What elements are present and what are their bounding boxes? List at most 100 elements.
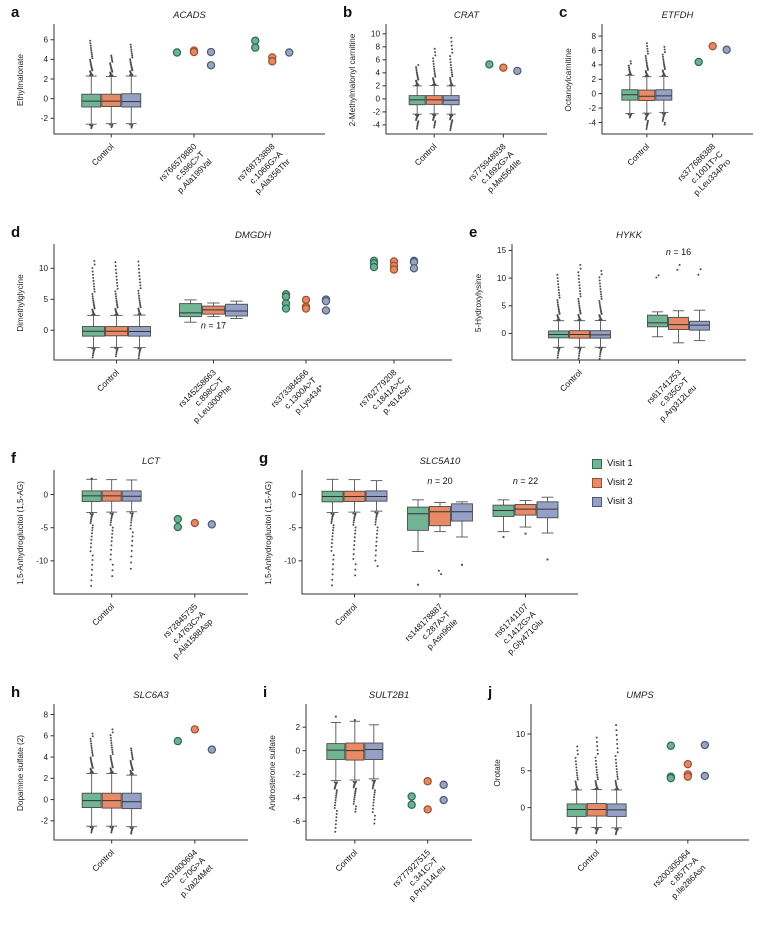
svg-text:10: 10 — [39, 264, 49, 273]
svg-text:i: i — [263, 684, 267, 701]
svg-text:Control: Control — [575, 847, 601, 873]
svg-text:10: 10 — [516, 730, 526, 739]
svg-text:4: 4 — [43, 55, 48, 64]
svg-text:Control: Control — [333, 847, 359, 873]
legend-label-visit2: Visit 2 — [607, 477, 633, 488]
svg-text:2: 2 — [375, 82, 380, 91]
svg-text:ETFDH: ETFDH — [662, 10, 694, 21]
legend-label-visit1: Visit 1 — [607, 458, 633, 469]
svg-text:0: 0 — [295, 746, 300, 755]
svg-text:Androsterone sulfate: Androsterone sulfate — [268, 735, 277, 811]
svg-text:10: 10 — [371, 30, 381, 39]
svg-text:LCT: LCT — [142, 456, 161, 467]
svg-text:-2: -2 — [589, 104, 597, 113]
svg-text:b: b — [343, 4, 352, 21]
svg-text:0: 0 — [291, 490, 296, 499]
svg-text:5: 5 — [501, 302, 506, 311]
legend-item-visit1: Visit 1 — [592, 458, 633, 469]
svg-text:ACADS: ACADS — [172, 10, 206, 21]
svg-text:a: a — [11, 4, 20, 21]
svg-text:CRAT: CRAT — [454, 10, 480, 21]
svg-text:8: 8 — [43, 710, 48, 719]
svg-text:HYKK: HYKK — [616, 230, 643, 241]
svg-text:5-Hydroxylysine: 5-Hydroxylysine — [474, 273, 483, 332]
svg-text:e: e — [469, 224, 477, 241]
legend-item-visit3: Visit 3 — [592, 496, 633, 507]
svg-text:5: 5 — [520, 767, 525, 776]
panel-g: g SLC5A10 1,5-Anhydroglucitol (1,5-AG) 0 -5 -… — [258, 450, 588, 682]
svg-text:10: 10 — [497, 274, 507, 283]
svg-text:Octanoylcarnitine: Octanoylcarnitine — [564, 48, 573, 112]
svg-text:8: 8 — [591, 32, 596, 41]
svg-text:15: 15 — [497, 246, 507, 255]
visit1-swatch-icon — [592, 458, 602, 469]
svg-text:n = 20: n = 20 — [427, 476, 452, 486]
svg-text:6: 6 — [43, 36, 48, 45]
svg-text:f: f — [11, 450, 17, 467]
svg-text:0: 0 — [501, 329, 506, 338]
svg-text:Control: Control — [412, 141, 438, 167]
svg-text:1,5-Anhydroglucitol (1,5-AG): 1,5-Anhydroglucitol (1,5-AG) — [16, 481, 25, 585]
svg-text:Control: Control — [333, 601, 359, 627]
svg-text:-6: -6 — [293, 817, 301, 826]
svg-text:-2: -2 — [41, 114, 49, 123]
svg-text:n = 16: n = 16 — [666, 247, 691, 257]
svg-text:6: 6 — [43, 732, 48, 741]
svg-text:-4: -4 — [373, 121, 381, 130]
svg-text:-2: -2 — [293, 770, 301, 779]
legend-item-visit2: Visit 2 — [592, 477, 633, 488]
svg-text:2: 2 — [43, 75, 48, 84]
svg-text:2: 2 — [295, 723, 300, 732]
svg-text:Control: Control — [90, 601, 116, 627]
svg-text:2: 2 — [591, 75, 596, 84]
svg-text:-5: -5 — [289, 523, 297, 532]
panel-i: i SULT2B1 Androsterone sulfate 2 0 -2 -4 -6 Cont… — [262, 684, 482, 928]
panel-b: b CRAT 2-Methylmalonyl carnitine 10 8 6 4 2 0 -2 -… — [342, 4, 557, 222]
visit3-swatch-icon — [592, 496, 602, 507]
visit-legend: Visit 1 Visit 2 Visit 3 — [592, 458, 633, 507]
svg-text:0: 0 — [375, 95, 380, 104]
svg-text:Control: Control — [95, 367, 121, 393]
svg-text:-10: -10 — [284, 557, 296, 566]
panel-d: d DMGDH Dimethylglycine 10 5 0 Control rs145258… — [10, 224, 462, 448]
panel-j: j UMPS Orotate 10 5 0 Control rs200305064 c.857T… — [487, 684, 759, 928]
svg-text:0: 0 — [520, 803, 525, 812]
svg-text:-2: -2 — [41, 817, 49, 826]
svg-text:-4: -4 — [589, 118, 597, 127]
svg-text:DMGDH: DMGDH — [235, 230, 271, 241]
svg-text:5: 5 — [43, 295, 48, 304]
svg-text:4: 4 — [43, 753, 48, 762]
panel-f: f LCT 1,5-Anhydroglucitol (1,5-AG) 0 -5 -10 Co… — [10, 450, 258, 682]
panel-h: h SLC6A3 Dopamine sulfate (2) 8 6 4 2 0 -2 Contro… — [10, 684, 258, 928]
svg-text:SULT2B1: SULT2B1 — [369, 690, 409, 701]
svg-text:4: 4 — [591, 61, 596, 70]
svg-text:Control: Control — [558, 367, 584, 393]
svg-text:6: 6 — [591, 46, 596, 55]
svg-text:h: h — [11, 684, 20, 701]
svg-text:Orotate: Orotate — [493, 759, 502, 787]
svg-text:-4: -4 — [293, 793, 301, 802]
svg-text:n = 17: n = 17 — [201, 320, 226, 330]
svg-text:-5: -5 — [41, 523, 49, 532]
panel-e: e HYKK 5-Hydroxylysine 15 10 5 0 Control rs61741… — [468, 224, 756, 448]
svg-text:Control: Control — [625, 141, 651, 167]
visit2-swatch-icon — [592, 477, 602, 488]
svg-text:0: 0 — [43, 490, 48, 499]
svg-text:g: g — [259, 450, 268, 467]
svg-text:Dimethylglycine: Dimethylglycine — [16, 274, 25, 332]
svg-text:0: 0 — [43, 94, 48, 103]
svg-text:2-Methylmalonyl carnitine: 2-Methylmalonyl carnitine — [348, 33, 357, 126]
legend-label-visit3: Visit 3 — [607, 496, 633, 507]
svg-text:6: 6 — [375, 56, 380, 65]
svg-text:0: 0 — [591, 89, 596, 98]
svg-text:-2: -2 — [373, 108, 381, 117]
svg-text:SLC6A3: SLC6A3 — [133, 690, 169, 701]
svg-text:SLC5A10: SLC5A10 — [420, 456, 461, 467]
svg-text:8: 8 — [375, 43, 380, 52]
svg-text:4: 4 — [375, 69, 380, 78]
svg-text:2: 2 — [43, 774, 48, 783]
svg-text:j: j — [487, 684, 492, 701]
svg-text:Ethylmalonate: Ethylmalonate — [16, 54, 25, 106]
svg-text:d: d — [11, 224, 20, 241]
